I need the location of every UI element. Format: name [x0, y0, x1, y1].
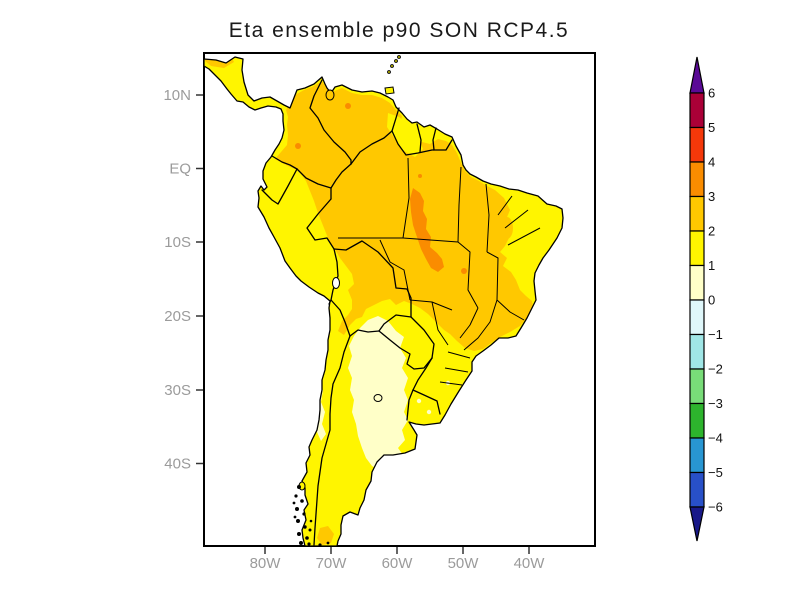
colorbar-segment-5-6	[689, 92, 705, 129]
antilles-island	[390, 64, 394, 68]
colorbar-label: 3	[708, 189, 715, 204]
colorbar: 6 5 4 3 2 1 0 −1 −2 −3 −4 −5 −6	[689, 56, 723, 542]
fill-region-0-1-speck	[416, 398, 422, 404]
colorbar-arrow-bottom	[689, 506, 705, 542]
lat-tick-label: 10S	[164, 234, 191, 251]
colorbar-labels: 6 5 4 3 2 1 0 −1 −2 −3 −4 −5 −6	[708, 86, 723, 515]
antilles-island	[387, 70, 391, 74]
colorbar-label: 2	[708, 224, 715, 239]
fill-region-3-4-speck	[418, 174, 422, 178]
colorbar-arrow-top	[689, 56, 705, 94]
colorbar-label: 1	[708, 258, 715, 273]
lat-tick-label: 30S	[164, 382, 191, 399]
lat-axis-labels: 10N EQ 10S 20S 30S 40S	[163, 87, 191, 473]
lon-tick-label: 40W	[514, 555, 546, 572]
lon-tick-label: 50W	[448, 555, 480, 572]
colorbar-label: −1	[708, 327, 723, 342]
fjord-speckles	[292, 485, 330, 546]
colorbar-label: −3	[708, 396, 723, 411]
fill-region-0-1-pampas	[348, 316, 408, 470]
lat-tick-label: 20S	[164, 308, 191, 325]
antilles-island	[397, 55, 401, 59]
lake-titicaca	[332, 277, 340, 289]
state-borders	[338, 157, 541, 386]
lat-tick-label: 40S	[164, 456, 191, 473]
colorbar-label: 4	[708, 155, 715, 170]
fill-region-3-4-speck	[345, 103, 351, 109]
lon-tick-label: 70W	[316, 555, 348, 572]
colorbar-segment-m3-m2	[689, 368, 705, 405]
colorbar-segment-1-2	[689, 230, 705, 267]
lon-tick-label: 60W	[382, 555, 414, 572]
fill-region-2-3-patagonia-spot	[317, 526, 334, 545]
map-content	[204, 55, 564, 546]
colorbar-segment-m1-0	[689, 299, 705, 336]
colorbar-label: 5	[708, 120, 715, 135]
colorbar-segment-0-1	[689, 264, 705, 301]
colorbar-segment-4-5	[689, 126, 705, 163]
lat-tick-label: EQ	[169, 161, 191, 178]
fill-region-3-4-central-brazil	[410, 188, 444, 272]
islands	[298, 55, 401, 491]
colorbar-segment-m6-m5	[689, 471, 705, 508]
coastline	[204, 56, 564, 546]
country-borders	[261, 79, 453, 546]
lon-axis-labels: 80W 70W 60W 50W 40W	[250, 555, 546, 572]
lake-maracaibo	[325, 89, 335, 101]
lake-mar-chiquita	[373, 394, 383, 402]
antilles-island	[394, 59, 398, 63]
colorbar-segment-m4-m3	[689, 402, 705, 439]
colorbar-label: −4	[708, 431, 723, 446]
colorbar-label: 6	[708, 86, 715, 101]
fill-region-0-1-speck	[426, 409, 432, 415]
plot-title: Eta ensemble p90 SON RCP4.5	[229, 19, 570, 42]
colorbar-segment-m2-m1	[689, 333, 705, 370]
colorbar-segment-m5-m4	[689, 437, 705, 474]
colorbar-segment-2-3	[689, 195, 705, 232]
colorbar-label: −2	[708, 362, 723, 377]
colorbar-label: 0	[708, 293, 715, 308]
axis-ticks	[196, 94, 530, 554]
fill-region-3-4-speck	[295, 143, 301, 149]
fill-region-3-4-piaui-wedge	[501, 217, 513, 239]
trinidad-island	[384, 86, 395, 95]
fill-region-1-2-guyana-tongue	[387, 113, 423, 157]
map-panel: 10N EQ 10S 20S 30S 40S 80W 70W 60W 50W 4…	[163, 52, 596, 572]
colorbar-segment-3-4	[689, 161, 705, 198]
lat-tick-label: 10N	[163, 87, 191, 104]
colorbar-label: −5	[708, 465, 723, 480]
colorbar-label: −6	[708, 500, 723, 515]
lon-tick-label: 80W	[250, 555, 282, 572]
fill-region-3-4-speck	[461, 268, 467, 274]
